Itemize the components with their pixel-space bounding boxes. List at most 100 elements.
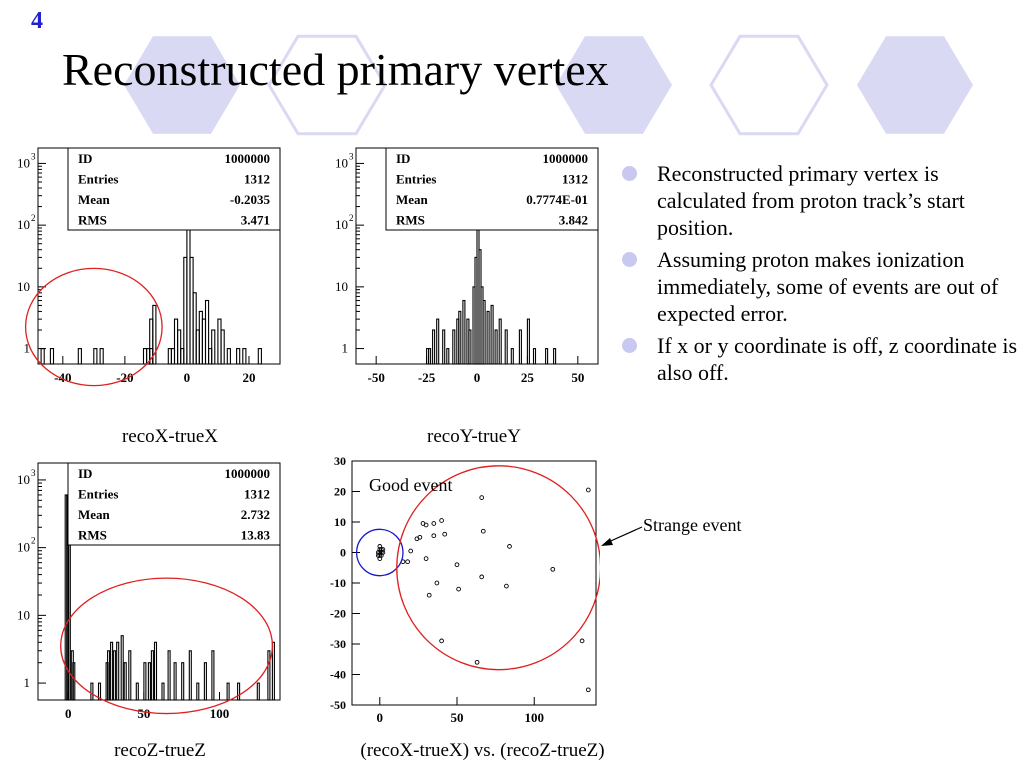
x-tick-label: 50 (137, 706, 150, 721)
histogram-bin (432, 329, 436, 365)
scatter-point (426, 592, 432, 598)
histogram-bin (436, 318, 440, 365)
bullet-text: If x or y coordinate is off, z coordinat… (657, 333, 1018, 385)
histogram-bin (237, 682, 241, 701)
scatter-point (439, 638, 444, 644)
x-tick-label: 0 (377, 710, 384, 725)
histogram-bin (150, 650, 154, 701)
stats-label: RMS (78, 528, 107, 543)
scatter-point (550, 566, 556, 572)
good-event-label: Good event (369, 475, 453, 495)
histogram-bin (428, 348, 432, 365)
histogram-bin (113, 650, 117, 701)
histogram-bin (40, 348, 45, 365)
histogram-bin (173, 662, 177, 701)
y-tick-exponent: 2 (31, 536, 36, 546)
y-tick-label: -50 (330, 698, 346, 712)
histogram-bin (468, 329, 472, 365)
histogram-bin (518, 329, 522, 365)
scatter-point (431, 533, 437, 539)
histogram-bin (135, 682, 139, 701)
scatter-point (504, 583, 509, 589)
x-tick-label: 50 (451, 710, 464, 725)
stats-label: Mean (78, 192, 111, 207)
scatter-point (442, 531, 448, 537)
x-tick-label: -25 (418, 370, 436, 385)
histogram-recoZ-trueZ: 1 10 10 2 10 3 0 50 100 ID 1000000 Entries 1312 Mean 2… (0, 455, 282, 735)
y-tick-label: -10 (330, 576, 346, 590)
histogram-bin (256, 682, 260, 701)
y-tick-label: 1 (24, 675, 31, 690)
scatter-point (507, 544, 512, 549)
histogram-bin (49, 348, 55, 365)
scatter-recoX-vs-recoZ: 30 20 10 0 -10 -20 -30 -40 -50 0 50 100 (310, 450, 602, 735)
y-tick-exponent: 3 (349, 151, 354, 161)
stats-value: 3.842 (559, 213, 588, 228)
y-tick-label: 10 (17, 155, 30, 170)
y-tick-label: 20 (334, 485, 346, 499)
stats-value: 1312 (244, 487, 270, 502)
x-tick-label: -50 (367, 370, 384, 385)
histogram-bin (153, 641, 158, 701)
caption-scatter: (recoX-trueX) vs. (recoZ-trueZ) (360, 740, 605, 761)
histogram-bin (167, 650, 171, 701)
scatter-point (423, 556, 429, 561)
scatter-point (417, 534, 423, 540)
scatter-point (454, 562, 460, 568)
stats-value: 1312 (562, 172, 588, 187)
histogram-bin (181, 662, 185, 701)
slide-number: 4 (31, 8, 43, 34)
histogram-bin (486, 310, 490, 365)
strange-event-circle (396, 465, 602, 671)
stats-label: RMS (396, 213, 425, 228)
x-tick-label: -20 (116, 370, 133, 385)
histogram-bin (442, 329, 446, 365)
scatter-point (479, 495, 485, 500)
x-tick-label: 100 (210, 706, 230, 721)
hexagon-shape (267, 34, 387, 136)
scatter-point (585, 487, 591, 493)
histogram-bin (120, 635, 124, 701)
histogram-bin (116, 641, 120, 701)
stats-label: RMS (78, 213, 107, 228)
histogram-bin (498, 318, 502, 365)
x-tick-label: 100 (524, 710, 544, 725)
stats-value: 1000000 (225, 151, 271, 166)
plot-frame (351, 460, 597, 706)
x-tick-label: 20 (242, 370, 255, 385)
strange-event-arrow (601, 526, 643, 546)
y-tick-label: 10 (335, 279, 348, 294)
stats-label: Entries (78, 487, 118, 502)
x-tick-label: 0 (474, 370, 481, 385)
y-tick-label: 10 (17, 540, 30, 555)
y-tick-label: -40 (330, 668, 346, 682)
histogram-bin (226, 682, 230, 701)
histogram-bin (458, 310, 462, 365)
hexagon-shape (556, 36, 672, 134)
y-tick-label: 10 (335, 155, 348, 170)
bullet-item: Assuming proton makes ionization immedia… (622, 246, 1022, 327)
y-tick-label: 10 (17, 607, 30, 622)
scatter-point (380, 547, 386, 552)
y-tick-label: 1 (342, 341, 349, 356)
bullet-text: Reconstructed primary vertex is calculat… (657, 161, 965, 240)
histogram-bin (161, 682, 165, 701)
histogram-bin (482, 299, 486, 365)
y-tick-exponent: 2 (31, 213, 36, 223)
bullet-dot-icon (622, 252, 637, 267)
scatter-point (431, 521, 437, 526)
y-tick-label: 1 (24, 341, 31, 356)
histogram-bin (188, 650, 192, 701)
y-tick-label: 0 (340, 546, 346, 560)
good-event-circle (355, 528, 404, 577)
y-tick-exponent: 3 (31, 151, 36, 161)
y-tick-label: -20 (330, 607, 346, 621)
histogram-bin (123, 662, 127, 701)
histogram-bin (203, 662, 207, 701)
histogram-bin (110, 641, 114, 701)
y-tick-exponent: 2 (349, 213, 354, 223)
